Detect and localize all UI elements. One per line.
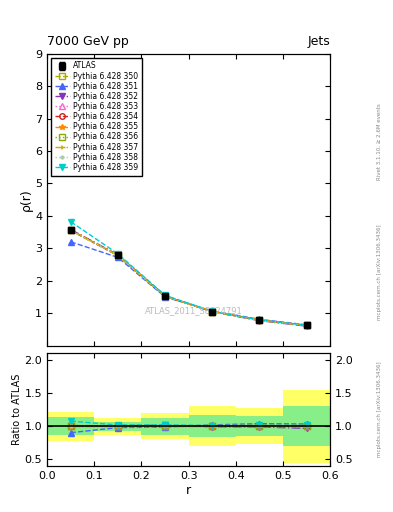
Line: Pythia 6.428 350: Pythia 6.428 350 <box>68 227 309 328</box>
Pythia 6.428 357 <box>68 227 73 233</box>
Pythia 6.428 355 <box>163 293 167 299</box>
Pythia 6.428 359 <box>304 322 309 328</box>
Pythia 6.428 355 <box>116 252 120 258</box>
Pythia 6.428 355 <box>68 227 73 233</box>
Line: Pythia 6.428 351: Pythia 6.428 351 <box>68 239 309 328</box>
Line: Pythia 6.428 354: Pythia 6.428 354 <box>68 228 309 328</box>
Pythia 6.428 359 <box>257 317 262 323</box>
Line: Pythia 6.428 358: Pythia 6.428 358 <box>68 228 309 328</box>
Pythia 6.428 352 <box>68 226 73 232</box>
Pythia 6.428 357 <box>257 317 262 324</box>
Pythia 6.428 358 <box>68 227 73 233</box>
Line: Pythia 6.428 356: Pythia 6.428 356 <box>68 228 309 328</box>
Pythia 6.428 355 <box>304 322 309 328</box>
Pythia 6.428 359 <box>68 219 73 225</box>
Pythia 6.428 356 <box>257 317 262 324</box>
Pythia 6.428 357 <box>304 323 309 329</box>
Pythia 6.428 351 <box>304 322 309 328</box>
Pythia 6.428 351 <box>116 254 120 261</box>
Pythia 6.428 350 <box>163 293 167 300</box>
Y-axis label: ρ(r): ρ(r) <box>19 188 32 211</box>
Pythia 6.428 358 <box>304 323 309 329</box>
Pythia 6.428 351 <box>210 308 215 314</box>
Pythia 6.428 354 <box>68 227 73 233</box>
Line: Pythia 6.428 357: Pythia 6.428 357 <box>68 228 309 328</box>
Pythia 6.428 352 <box>304 323 309 329</box>
Pythia 6.428 355 <box>210 308 215 314</box>
Pythia 6.428 351 <box>68 239 73 245</box>
Pythia 6.428 350 <box>116 252 120 258</box>
Pythia 6.428 354 <box>116 252 120 259</box>
Text: Rivet 3.1.10, ≥ 2.6M events: Rivet 3.1.10, ≥ 2.6M events <box>377 103 382 180</box>
Pythia 6.428 353 <box>163 293 167 300</box>
Pythia 6.428 353 <box>68 227 73 233</box>
Pythia 6.428 353 <box>304 323 309 329</box>
Pythia 6.428 351 <box>257 316 262 323</box>
Pythia 6.428 352 <box>163 292 167 298</box>
Text: 7000 GeV pp: 7000 GeV pp <box>47 35 129 48</box>
Pythia 6.428 350 <box>257 317 262 324</box>
Pythia 6.428 354 <box>304 323 309 329</box>
Pythia 6.428 358 <box>257 317 262 324</box>
Pythia 6.428 352 <box>210 309 215 315</box>
Pythia 6.428 355 <box>257 317 262 323</box>
Pythia 6.428 356 <box>163 293 167 300</box>
Pythia 6.428 353 <box>257 317 262 324</box>
Pythia 6.428 359 <box>163 292 167 298</box>
Pythia 6.428 352 <box>257 317 262 324</box>
Line: Pythia 6.428 355: Pythia 6.428 355 <box>68 227 309 328</box>
Line: Pythia 6.428 359: Pythia 6.428 359 <box>68 219 309 328</box>
Legend: ATLAS, Pythia 6.428 350, Pythia 6.428 351, Pythia 6.428 352, Pythia 6.428 353, P: ATLAS, Pythia 6.428 350, Pythia 6.428 35… <box>51 57 142 176</box>
Pythia 6.428 353 <box>116 252 120 259</box>
Pythia 6.428 350 <box>210 308 215 314</box>
Line: Pythia 6.428 353: Pythia 6.428 353 <box>68 228 309 328</box>
Pythia 6.428 359 <box>210 308 215 314</box>
Text: Jets: Jets <box>307 35 330 48</box>
Pythia 6.428 354 <box>257 317 262 323</box>
Pythia 6.428 359 <box>116 251 120 257</box>
Pythia 6.428 356 <box>68 227 73 233</box>
Pythia 6.428 358 <box>210 308 215 314</box>
Y-axis label: Ratio to ATLAS: Ratio to ATLAS <box>12 374 22 445</box>
Text: mcplots.cern.ch [arXiv:1306.3436]: mcplots.cern.ch [arXiv:1306.3436] <box>377 225 382 321</box>
Pythia 6.428 350 <box>304 323 309 329</box>
Pythia 6.428 358 <box>116 252 120 259</box>
Pythia 6.428 351 <box>163 294 167 300</box>
Pythia 6.428 357 <box>163 293 167 300</box>
Pythia 6.428 352 <box>116 252 120 258</box>
Pythia 6.428 356 <box>116 252 120 259</box>
Pythia 6.428 356 <box>210 308 215 314</box>
Pythia 6.428 356 <box>304 323 309 329</box>
Pythia 6.428 358 <box>163 293 167 300</box>
Pythia 6.428 354 <box>210 308 215 314</box>
Line: Pythia 6.428 352: Pythia 6.428 352 <box>68 227 309 329</box>
X-axis label: r: r <box>186 483 191 497</box>
Pythia 6.428 353 <box>210 308 215 314</box>
Text: mcplots.cern.ch [arXiv:1306.3436]: mcplots.cern.ch [arXiv:1306.3436] <box>377 362 382 457</box>
Pythia 6.428 350 <box>68 227 73 233</box>
Pythia 6.428 357 <box>116 252 120 259</box>
Text: ATLAS_2011_S8924791: ATLAS_2011_S8924791 <box>145 306 243 315</box>
Pythia 6.428 354 <box>163 293 167 300</box>
Pythia 6.428 357 <box>210 308 215 314</box>
